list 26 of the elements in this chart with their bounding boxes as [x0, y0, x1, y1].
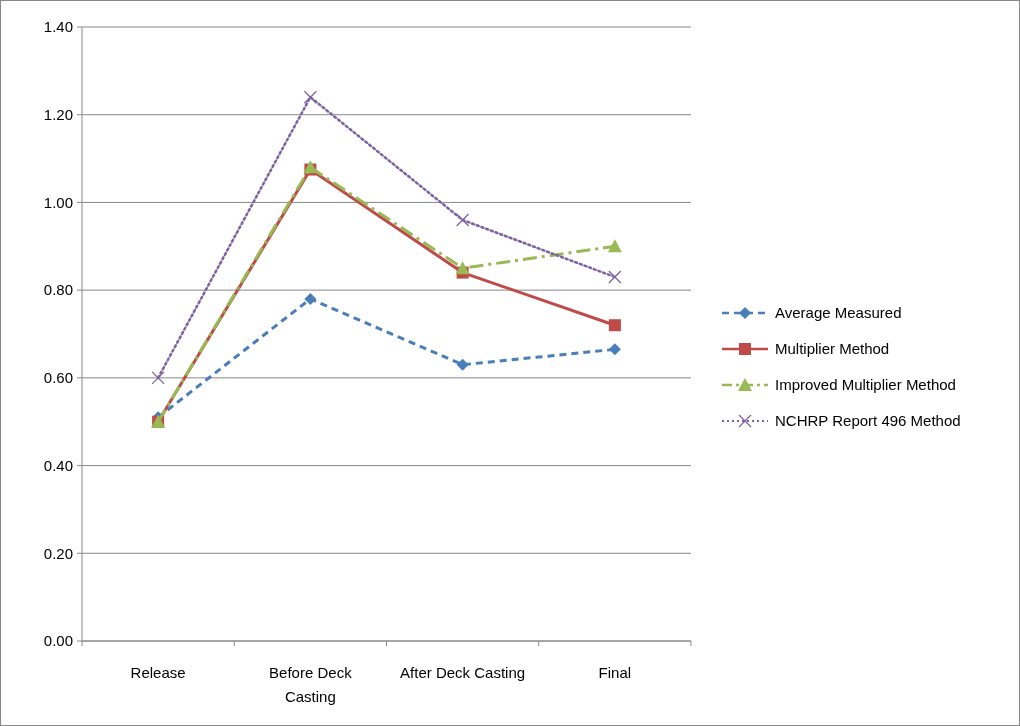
- x-tick-label: After Deck Casting: [400, 664, 526, 681]
- y-tick-label: 1.20: [43, 105, 73, 123]
- point: [608, 319, 621, 332]
- legend-label: Average Measured: [775, 304, 902, 322]
- y-tick-label: 0.80: [43, 281, 73, 299]
- x-tick-label: Final: [598, 664, 632, 681]
- point: [607, 239, 622, 253]
- point: [455, 261, 470, 275]
- y-tick-label: 1.00: [43, 193, 73, 211]
- point: [455, 213, 470, 227]
- point: [456, 358, 469, 371]
- y-tick-label: 0.60: [43, 369, 73, 387]
- legend-label: NCHRP Report 496 Method: [775, 412, 961, 430]
- legend-label: Multiplier Method: [775, 340, 890, 358]
- point: [151, 371, 165, 385]
- y-tick-label: 1.40: [43, 18, 73, 36]
- y-tick-label: 0.20: [43, 544, 73, 562]
- point: [608, 343, 621, 356]
- x-tick-label: Before Deck Casting: [269, 664, 353, 705]
- y-tick-label: 0.00: [43, 632, 73, 650]
- legend-label: Improved Multiplier Method: [775, 376, 956, 394]
- point: [608, 270, 622, 284]
- point: [304, 292, 317, 305]
- x-tick-label: Release: [130, 664, 186, 681]
- point: [303, 90, 318, 104]
- y-tick-label: 0.40: [43, 456, 73, 474]
